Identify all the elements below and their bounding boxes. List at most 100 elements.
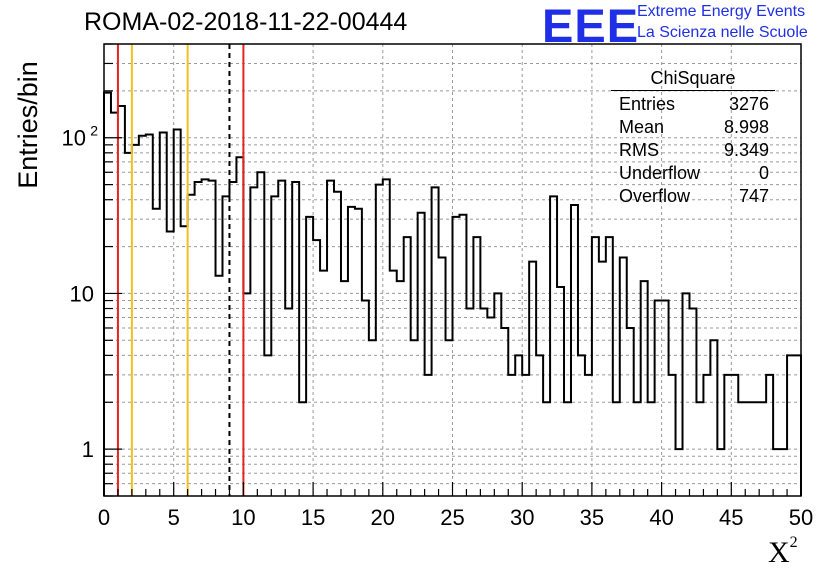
stats-title: ChiSquare (611, 68, 775, 91)
x-tick-label: 45 (719, 505, 743, 530)
histogram-bin (752, 402, 759, 496)
histogram-bin (188, 195, 195, 496)
histogram-bin (334, 192, 341, 496)
histogram-bin (271, 196, 278, 496)
histogram-bin (257, 172, 264, 496)
y-tick-label: 1 (82, 437, 94, 462)
histogram-bin (571, 205, 578, 496)
histogram-bin (689, 309, 696, 496)
histogram-bin (648, 402, 655, 496)
histogram-bin (578, 355, 585, 496)
stats-value: 8.998 (723, 117, 769, 137)
stats-label: Underflow (619, 163, 701, 183)
histogram-bin (522, 375, 529, 496)
histogram-bin (111, 113, 118, 496)
histogram-bin (627, 328, 634, 496)
stats-value: 3276 (728, 94, 769, 114)
histogram-bin (676, 449, 683, 496)
histogram-bin (564, 402, 571, 496)
histogram-bin (216, 276, 223, 496)
histogram-bin (320, 271, 327, 496)
logo-subtitle-2: La Scienza nelle Scuole (637, 24, 808, 41)
histogram-bin (494, 293, 501, 496)
histogram-bin (439, 258, 446, 496)
stats-label: RMS (619, 140, 659, 160)
histogram-bin (425, 375, 432, 496)
histogram-bin (285, 309, 292, 496)
y-axis-label: Entries/bin (13, 61, 43, 189)
histogram-bin (717, 449, 724, 496)
x-tick-label: 10 (231, 505, 255, 530)
histogram-bin (160, 133, 167, 496)
x-axis-label: X2 (768, 534, 798, 569)
histogram-bin (278, 181, 285, 496)
histogram-bin (432, 187, 439, 496)
histogram-bin (222, 196, 229, 496)
histogram-bin (243, 293, 250, 496)
histogram-bin (543, 402, 550, 496)
histogram-bin (515, 355, 522, 496)
histogram-bin (299, 402, 306, 496)
eee-logo: EEE (542, 0, 640, 52)
stats-value: 747 (738, 186, 769, 206)
stats-row-overflow: Overflow 747 (611, 185, 775, 208)
histogram-bin (369, 340, 376, 496)
histogram-bin (341, 281, 348, 496)
histogram-bin (202, 179, 209, 496)
histogram-bin (125, 153, 132, 496)
histogram-bin (362, 301, 369, 496)
x-tick-label: 5 (168, 505, 180, 530)
logo-subtitle-1: Extreme Energy Events (637, 3, 806, 20)
x-tick-label: 40 (649, 505, 673, 530)
x-tick-label: 20 (371, 505, 395, 530)
histogram-bin (550, 196, 557, 496)
histogram-bin (703, 375, 710, 496)
histogram-bin (662, 301, 669, 496)
histogram-bin (167, 231, 174, 496)
histogram-bin (738, 402, 745, 496)
stats-label: Overflow (619, 186, 691, 206)
histogram-bin (453, 217, 460, 496)
histogram-bin (209, 181, 216, 496)
histogram-bin (327, 181, 334, 496)
histogram-bin (236, 157, 243, 496)
histogram-bin (446, 340, 453, 496)
histogram-bin (390, 271, 397, 496)
histogram-bin (683, 293, 690, 496)
histogram-bin (487, 318, 494, 496)
histogram-bin (599, 262, 606, 496)
histogram-bin (181, 226, 188, 496)
histogram-bin (195, 182, 202, 496)
histogram-bin (696, 402, 703, 496)
histogram-bin (724, 375, 731, 496)
x-tick-label: 50 (789, 505, 813, 530)
histogram-bin (132, 145, 139, 496)
histogram-bin (355, 209, 362, 496)
histogram-bin (404, 237, 411, 496)
histogram-bin (529, 262, 536, 496)
histogram-bin (508, 375, 515, 496)
histogram-bin (459, 215, 466, 496)
histogram-bin (146, 134, 153, 496)
histogram-bin (634, 402, 641, 496)
histogram-bin (606, 237, 613, 496)
stats-row-underflow: Underflow 0 (611, 162, 775, 185)
histogram-bin (411, 340, 418, 496)
histogram-bin (766, 375, 773, 496)
histogram-bin (383, 179, 390, 496)
histogram-bin (759, 402, 766, 496)
histogram-bin (613, 402, 620, 496)
y-tick-label: 10 (62, 126, 86, 151)
histogram-outline (103, 91, 802, 496)
histogram-bin (473, 237, 480, 496)
histogram-bin (780, 449, 787, 496)
histogram-bin (536, 355, 543, 496)
stats-value: 9.349 (723, 140, 769, 160)
x-tick-label: 15 (301, 505, 325, 530)
histogram-bin (501, 328, 508, 496)
histogram-bin (710, 340, 717, 496)
x-tick-label: 35 (580, 505, 604, 530)
stats-row-rms: RMS 9.349 (611, 139, 775, 162)
histogram-bin (118, 106, 125, 496)
